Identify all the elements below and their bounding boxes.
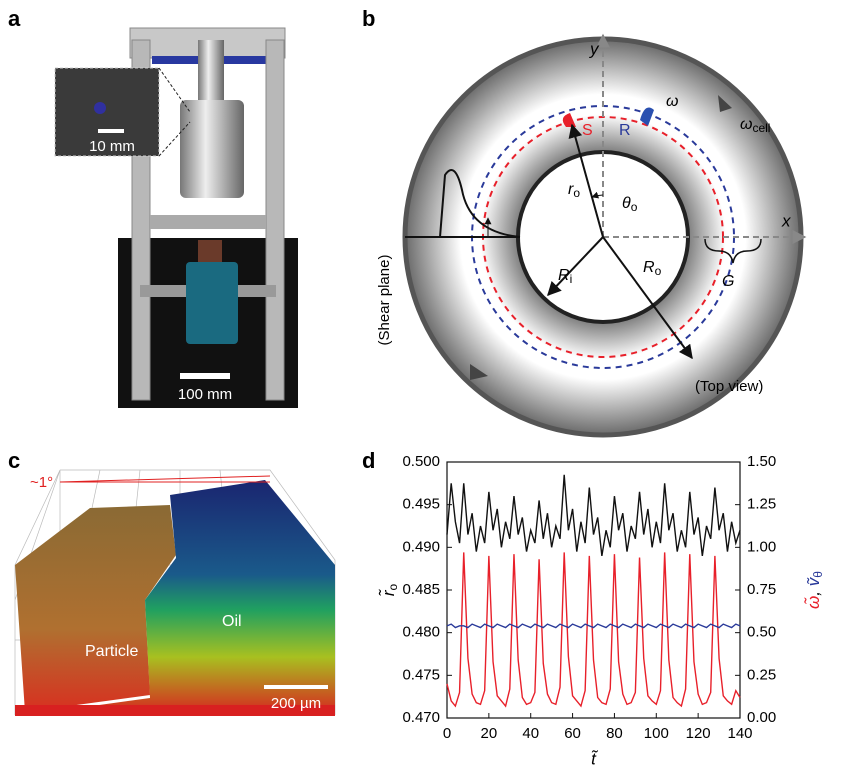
x-tick-label: 140 (727, 725, 752, 742)
zoom-line (158, 67, 191, 113)
y2-tick-label: 1.25 (747, 496, 776, 513)
y-tick-label: 0.490 (402, 538, 440, 555)
omega: ω (666, 93, 678, 110)
y2-tick-label: 1.00 (747, 538, 776, 555)
label-ro: ro (568, 181, 580, 200)
subscript: θ (811, 571, 825, 578)
particle-label: Particle (85, 643, 138, 660)
subscript: o (573, 186, 580, 200)
subscript: i (570, 272, 573, 286)
subscript: cell (752, 121, 770, 135)
data-line (446, 474, 741, 556)
coupling (198, 240, 222, 262)
y-tick-label: 0.485 (402, 581, 440, 598)
oil-label: Oil (222, 613, 242, 630)
frame-right (265, 39, 285, 401)
subscript: o (631, 200, 638, 214)
particle (94, 102, 106, 114)
y2-tick-label: 0.25 (747, 666, 776, 683)
label-theta: θo (622, 195, 638, 214)
vector-ri (547, 236, 604, 297)
gap-brace (704, 238, 762, 264)
particle-r (640, 107, 654, 126)
particle-surface (15, 505, 176, 712)
panel-b: b y x ωcell ω S R ro θo Ri Ro G (Shear p… (362, 6, 807, 438)
shear-plane: (Shear plane) (376, 255, 393, 346)
symbol: R (558, 267, 570, 284)
symbol: r̃ (378, 589, 398, 597)
inset (54, 67, 160, 157)
omega-cell: ωcell (740, 116, 770, 135)
label-part: ṽ (804, 576, 823, 586)
y2-tick-label: 0.75 (747, 581, 776, 598)
top-view: (Top view) (695, 378, 763, 395)
y2-tick-label: 0.50 (747, 624, 776, 641)
label-part: ω̃ (803, 596, 823, 609)
y-tick-label: 0.495 (402, 496, 440, 513)
y-axis-label: r̃o (378, 584, 400, 597)
label-s: S (582, 122, 593, 139)
data-line (446, 623, 741, 629)
rotation-arrow (718, 95, 732, 112)
symbol: θ (622, 195, 631, 212)
symbol: ω (740, 116, 752, 133)
symbol: r (568, 181, 574, 198)
shear-profile (405, 169, 521, 238)
oil-surface (20, 480, 335, 716)
y2-axis-label: ω̃, ṽθ (803, 571, 825, 609)
y-tick-label: 0.500 (402, 453, 440, 470)
x-tick-label: 100 (644, 725, 669, 742)
label-g: G (722, 273, 734, 290)
zoom-line (158, 121, 191, 157)
x-tick-label: 60 (564, 725, 581, 742)
axis-label: x (781, 211, 791, 230)
panel-c: c ~1° Particle Oil 200 µm (8, 448, 336, 716)
x-tick-label: 80 (606, 725, 623, 742)
panel-label: d (362, 448, 375, 473)
label-r: R (619, 122, 631, 139)
x-axis-label: t̃ (591, 749, 599, 769)
rotation-arrow (470, 364, 488, 380)
scale-label: 100 mm (178, 386, 232, 403)
label-ri: Ri (558, 267, 572, 286)
vector-ro (568, 123, 604, 238)
base-layer (15, 705, 335, 716)
x-tick-label: 20 (481, 725, 498, 742)
y-tick-label: 0.480 (402, 624, 440, 641)
panel-label: a (8, 6, 21, 31)
scale-label: 10 mm (89, 138, 135, 155)
y2-tick-label: 0.00 (747, 709, 776, 726)
angle-line (59, 475, 271, 483)
scale-label: 200 µm (271, 695, 321, 712)
symbol: R (643, 259, 655, 276)
panel-d: d 0.4700.4750.4800.4850.4900.4950.5000.0… (362, 448, 825, 769)
frame-crossbar (150, 215, 266, 229)
panel-label: b (362, 6, 375, 31)
data-line (446, 552, 741, 708)
axis-label: y (589, 39, 600, 58)
subscript: o (655, 264, 662, 278)
label-part: , (804, 586, 823, 595)
vector-ro-outer (602, 236, 693, 360)
x-tick-label: 40 (522, 725, 539, 742)
subscript: o (386, 584, 400, 591)
particle-s (562, 113, 576, 127)
y2-tick-label: 1.50 (747, 453, 776, 470)
panel-a: a 10 mm 100 mm (8, 6, 298, 408)
cylinder (180, 100, 244, 198)
shaft (198, 40, 224, 100)
label-ro-outer: Ro (643, 259, 662, 278)
angle-arc (591, 191, 604, 199)
x-tick-label: 0 (443, 725, 451, 742)
motor (186, 262, 238, 344)
panel-label: c (8, 448, 20, 473)
x-tick-label: 120 (686, 725, 711, 742)
y-tick-label: 0.470 (402, 709, 440, 726)
y-tick-label: 0.475 (402, 666, 440, 683)
angle-label: ~1° (30, 474, 53, 491)
